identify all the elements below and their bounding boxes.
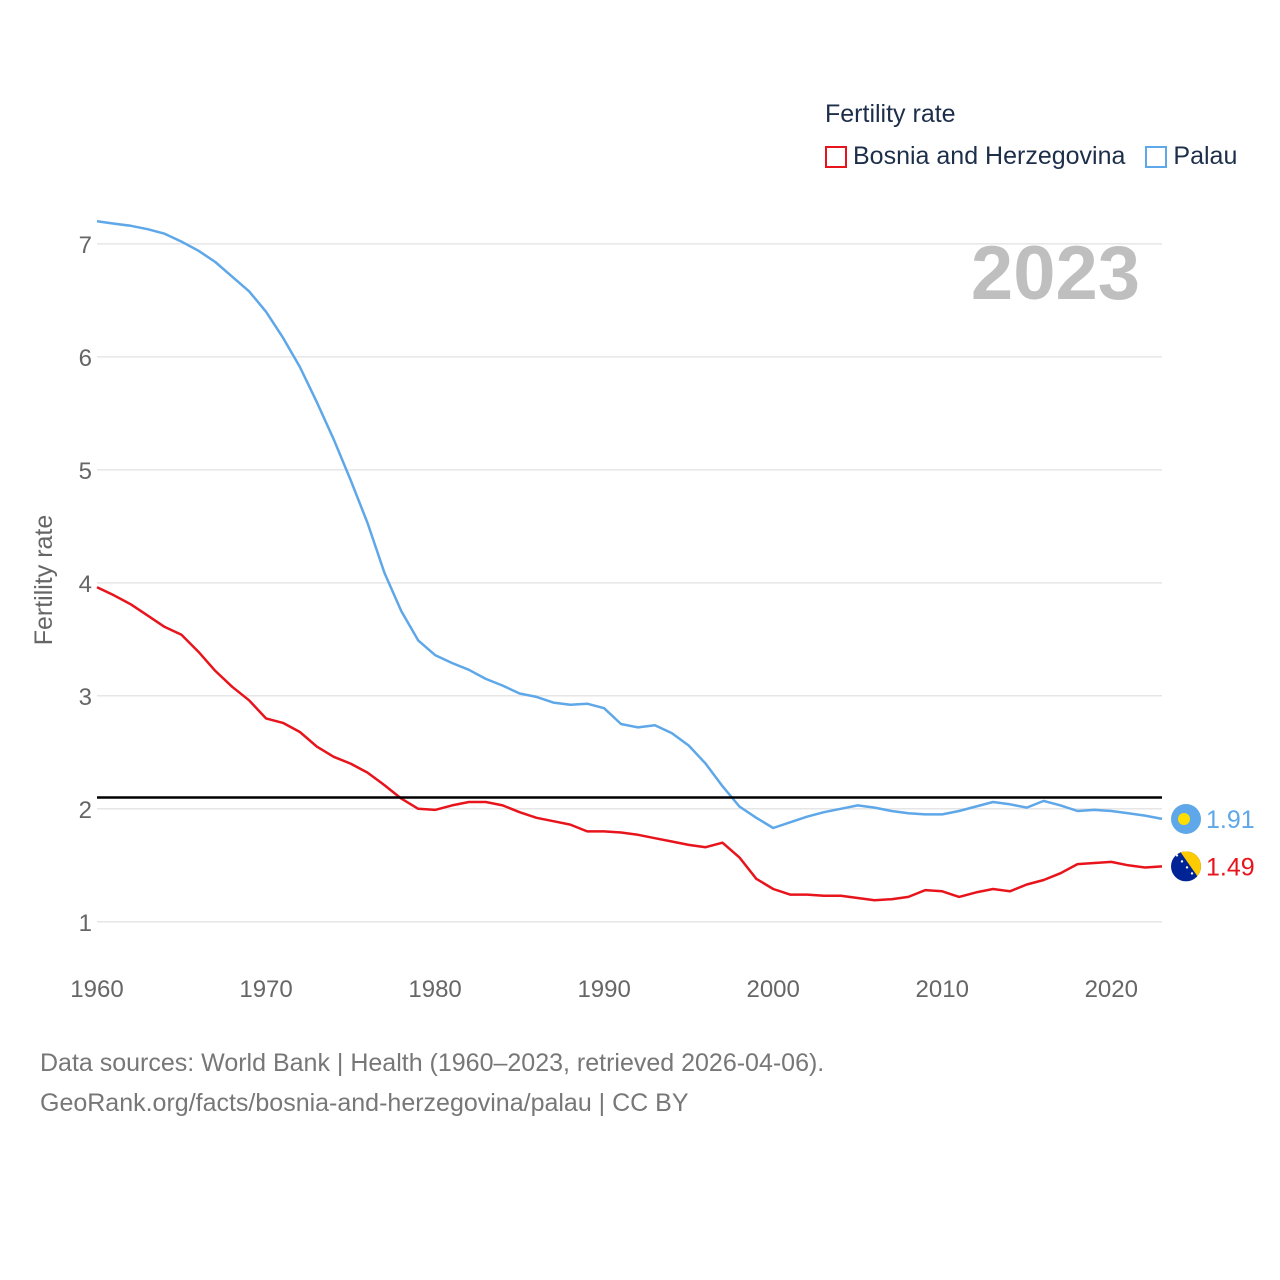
palau-flag-icon [1171,803,1201,834]
series-line-bosnia [96,586,1163,902]
x-axis-ticks: 1960 1970 1980 1990 2000 2010 2020 [70,976,1138,1003]
legend: Bosnia and Herzegovina Palau [825,142,1257,171]
footer: Data sources: World Bank | Health (1960–… [40,1043,824,1123]
series-line-palau [96,220,1163,830]
legend-item-bosnia[interactable]: Bosnia and Herzegovina [825,142,1125,171]
x-tick-label: 1990 [577,976,630,1003]
end-markers: 1.49 1.91 [1171,803,1255,882]
y-tick-label: 2 [79,797,92,824]
legend-swatch-bosnia [825,145,847,168]
x-tick-label: 1960 [70,976,123,1003]
y-tick-label: 1 [79,910,92,937]
y-tick-label: 6 [79,345,92,372]
end-value-palau: 1.91 [1206,806,1255,834]
legend-title: Fertility rate [825,100,956,128]
y-axis-ticks: 1 2 3 4 5 6 7 [79,232,92,937]
legend-item-palau[interactable]: Palau [1145,142,1237,171]
legend-label-palau: Palau [1173,142,1238,170]
end-value-bosnia: 1.49 [1206,853,1255,881]
legend-swatch-palau [1145,145,1168,168]
x-tick-label: 1980 [408,976,461,1003]
data-sources: Data sources: World Bank | Health (1960–… [40,1049,825,1077]
y-tick-label: 4 [79,571,92,598]
source-link[interactable]: GeoRank.org/facts/bosnia-and-herzegovina… [40,1089,689,1117]
series-lines [96,220,1163,902]
y-tick-label: 7 [79,232,92,259]
grid-lines [97,243,1162,923]
y-tick-label: 5 [79,458,92,485]
y-axis-label: Fertility rate [30,515,58,646]
year-label: 2023 [971,231,1140,316]
legend-label-bosnia: Bosnia and Herzegovina [853,142,1126,170]
bosnia-flag-icon [1171,851,1201,882]
x-tick-label: 2020 [1085,976,1138,1003]
x-tick-label: 2010 [916,976,969,1003]
y-tick-label: 3 [79,684,92,711]
x-tick-label: 2000 [746,976,799,1003]
x-tick-label: 1970 [239,976,292,1003]
